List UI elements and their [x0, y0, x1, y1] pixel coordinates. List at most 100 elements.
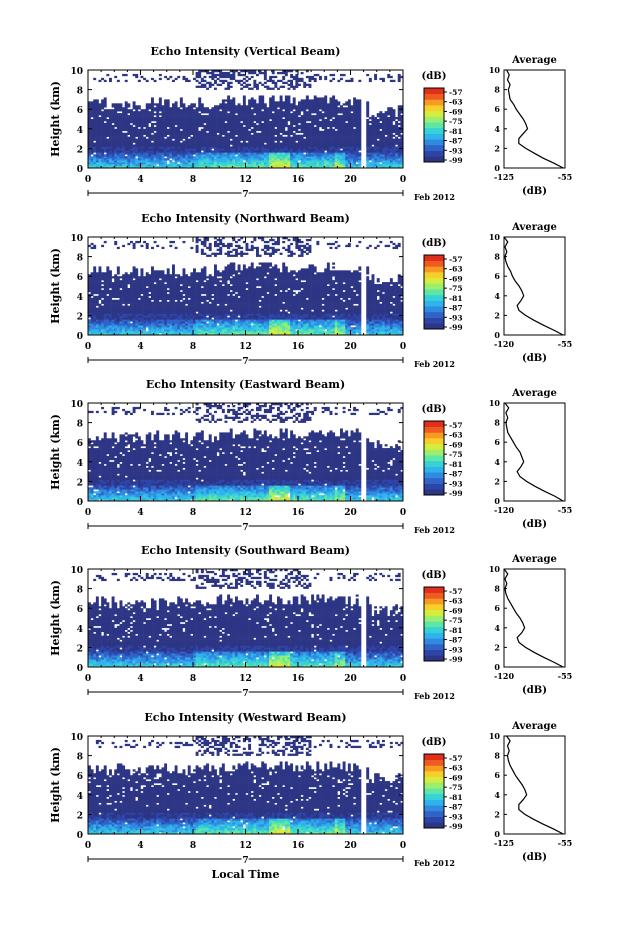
heatmap-cell — [316, 130, 320, 134]
heatmap-cell — [242, 148, 246, 151]
heatmap-cell — [137, 134, 141, 137]
heatmap-cell — [169, 115, 173, 118]
heatmap-cell — [274, 160, 278, 163]
heatmap-cell — [232, 115, 236, 118]
heatmap-cell — [127, 103, 131, 106]
heatmap-cell — [185, 166, 189, 169]
heatmap-cell — [253, 83, 257, 86]
heatmap-cell — [158, 109, 162, 112]
heatmap-cell — [216, 117, 220, 120]
heatmap-cell — [101, 309, 105, 312]
heatmap-cell — [135, 321, 139, 324]
heatmap-cell — [206, 152, 210, 155]
heatmap-cell — [211, 164, 215, 167]
heatmap-cell — [148, 274, 152, 277]
heatmap-cell — [109, 305, 112, 308]
heatmap-cell — [221, 119, 225, 122]
heatmap-cell — [193, 77, 196, 81]
heatmap-cell — [193, 160, 196, 163]
heatmap-cell — [130, 299, 133, 302]
heatmap-cell — [248, 152, 252, 155]
heatmap-cell — [248, 122, 252, 126]
heatmap-cell — [282, 119, 286, 122]
heatmap-cell — [261, 154, 265, 157]
heatmap-cell — [253, 130, 257, 134]
heatmap-cell — [203, 142, 207, 145]
heatmap-cell — [282, 77, 286, 81]
heatmap-cell — [261, 119, 265, 122]
heatmap-cell — [119, 120, 123, 124]
heatmap-cell — [200, 144, 204, 147]
heatmap-cell — [298, 113, 301, 116]
heatmap-cell — [340, 164, 343, 167]
heatmap-cell — [240, 136, 244, 139]
heatmap-cell — [342, 156, 346, 159]
heatmap-cell — [130, 297, 133, 301]
heatmap-cell — [277, 113, 280, 116]
heatmap-cell — [179, 119, 183, 122]
heatmap-cell — [151, 152, 154, 155]
heatmap-cell — [326, 140, 330, 143]
heatmap-cell — [214, 113, 217, 116]
heatmap-cell — [316, 115, 320, 118]
heatmap-cell — [313, 140, 317, 143]
heatmap-cell — [203, 109, 207, 112]
heatmap-cell — [347, 103, 351, 106]
heatmap-cell — [389, 148, 393, 151]
heatmap-cell — [269, 79, 273, 83]
heatmap-cell — [316, 158, 320, 161]
heatmap-cell — [174, 146, 178, 149]
heatmap-cell — [193, 158, 196, 161]
heatmap-cell — [106, 325, 110, 328]
heatmap-cell — [208, 124, 212, 128]
heatmap-cell — [114, 317, 118, 320]
heatmap-cell — [103, 295, 107, 299]
heatmap-cell — [88, 111, 91, 114]
heatmap-cell — [200, 79, 204, 83]
heatmap-cell — [224, 140, 228, 143]
heatmap-cell — [353, 124, 357, 128]
heatmap-cell — [400, 156, 404, 159]
heatmap-cell — [229, 117, 233, 120]
heatmap-cell — [93, 291, 97, 295]
heatmap-cell — [319, 136, 322, 139]
heatmap-cell — [198, 150, 202, 153]
heatmap-cell — [137, 115, 141, 118]
heatmap-cell — [101, 126, 105, 130]
heatmap-cell — [316, 103, 320, 106]
heatmap-cell — [319, 115, 322, 118]
heatmap-cell — [98, 323, 102, 326]
heatmap-cell — [124, 120, 128, 124]
heatmap-cell — [93, 268, 97, 271]
heatmap-cell — [174, 152, 178, 155]
heatmap-cell — [111, 323, 115, 326]
heatmap-cell — [266, 124, 270, 128]
heatmap-cell — [232, 124, 236, 128]
heatmap-cell — [101, 276, 105, 279]
heatmap-cell — [321, 99, 325, 102]
heatmap-cell — [263, 119, 267, 122]
heatmap-cell — [279, 126, 283, 130]
heatmap-cell — [109, 291, 112, 295]
heatmap-cell — [195, 126, 199, 130]
heatmap-cell — [90, 293, 94, 297]
heatmap-cell — [274, 83, 278, 86]
heatmap-cell — [151, 293, 154, 297]
heatmap-cell — [371, 126, 375, 130]
heatmap-cell — [342, 136, 346, 139]
heatmap-cell — [266, 156, 270, 159]
heatmap-cell — [240, 150, 244, 153]
heatmap-cell — [166, 113, 170, 116]
heatmap-cell — [143, 293, 147, 297]
heatmap-cell — [145, 299, 149, 302]
heatmap-cell — [122, 305, 126, 308]
heatmap-cell — [164, 142, 168, 145]
heatmap-cell — [253, 122, 257, 126]
heatmap-cell — [174, 150, 178, 153]
heatmap-cell — [392, 109, 396, 112]
heatmap-cell — [95, 299, 99, 302]
heatmap-cell — [135, 150, 139, 153]
heatmap-cell — [193, 146, 196, 149]
heatmap-cell — [292, 134, 296, 137]
heatmap-cell — [119, 107, 123, 110]
